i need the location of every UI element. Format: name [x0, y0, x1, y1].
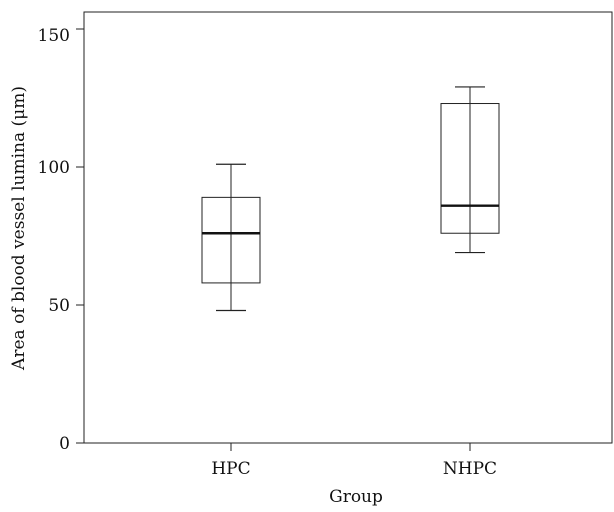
x-axis-title: Group	[329, 487, 383, 507]
y-tick-label-50: 50	[48, 296, 70, 316]
y-tick-label-150: 150	[38, 26, 70, 46]
box-nhpc	[440, 86, 500, 254]
y-tick-label-0: 0	[59, 434, 70, 454]
y-tick-label-100: 100	[38, 158, 70, 178]
boxes-layer	[201, 86, 500, 312]
x-tick-label-hpc: HPC	[211, 459, 250, 479]
y-axis: 0 50 100 150	[38, 26, 84, 454]
plot-area-frame	[83, 11, 613, 444]
y-axis-title: Area of blood vessel lumina (μm)	[9, 86, 29, 371]
x-tick-label-nhpc: NHPC	[443, 459, 497, 479]
box-hpc	[201, 163, 261, 312]
x-axis: HPC NHPC	[211, 443, 497, 479]
